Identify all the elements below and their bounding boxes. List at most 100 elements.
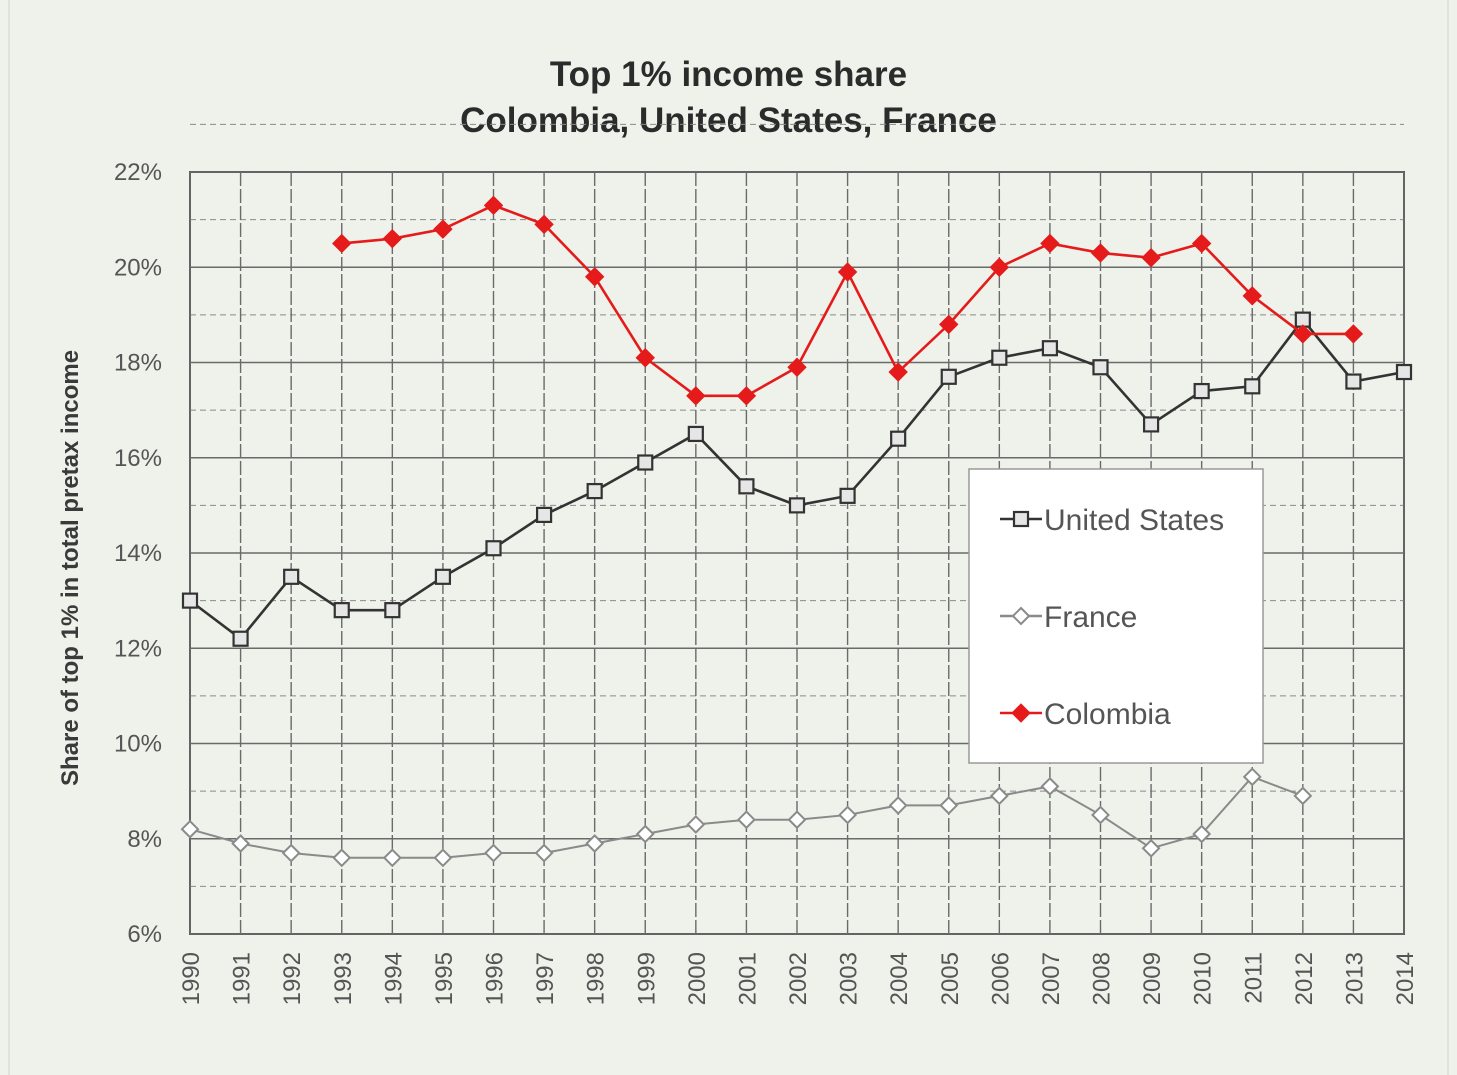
x-tick-label: 1997 <box>532 952 559 1005</box>
france-point <box>737 810 756 830</box>
legend-item-colombia: Colombia <box>1000 698 1171 731</box>
france-point <box>332 848 352 868</box>
france-point <box>838 805 857 825</box>
united-states-point <box>485 540 502 557</box>
france-point <box>686 815 706 834</box>
colombia-point <box>382 228 403 249</box>
x-tick-label: 2008 <box>1089 952 1116 1005</box>
france-point <box>1091 805 1110 825</box>
france-point <box>1242 767 1262 787</box>
united-states-point <box>1395 363 1413 381</box>
legend-marker <box>1011 606 1031 626</box>
france-point <box>585 834 605 853</box>
legend-label: United States <box>1044 504 1224 537</box>
x-tick-label: 1995 <box>431 952 458 1005</box>
france-point <box>534 843 554 863</box>
united-states-point <box>991 349 1008 366</box>
colombia-point <box>1242 286 1262 306</box>
united-states-point <box>1193 382 1210 400</box>
france-point <box>989 786 1009 806</box>
colombia-point <box>1191 233 1212 254</box>
united-states-point <box>1244 378 1261 395</box>
colombia-point <box>534 214 554 235</box>
x-tick-label: 2004 <box>886 952 913 1005</box>
united-states-point <box>788 497 806 514</box>
x-tick-label: 2003 <box>836 952 863 1005</box>
x-tick-label: 1992 <box>279 952 306 1005</box>
united-states-point <box>434 568 452 585</box>
colombia-point <box>787 357 807 377</box>
united-states-point <box>283 568 300 585</box>
united-states-point <box>1041 340 1059 357</box>
united-states-point <box>384 602 401 619</box>
x-tick-label: 1994 <box>380 952 407 1005</box>
colombia-point <box>837 262 858 282</box>
x-tick-label: 1998 <box>583 952 610 1005</box>
x-tick-label: 2000 <box>684 952 711 1005</box>
legend-marker <box>1011 703 1031 723</box>
y-axis-ticks: 6% 8% 10% 12% 14% 16% 18% 20% 22% <box>114 159 162 948</box>
x-tick-label: 2011 <box>1240 952 1267 1004</box>
united-states-point <box>738 478 755 495</box>
chart-title-block: Top 1% income share Colombia, United Sta… <box>0 52 1457 144</box>
x-tick-label: 1991 <box>229 952 256 1005</box>
x-tick-label: 2013 <box>1341 952 1368 1005</box>
france-point <box>180 819 200 839</box>
y-tick-label: 12% <box>114 635 162 662</box>
y-tick-label: 6% <box>127 921 162 948</box>
chart-frame <box>8 0 1449 1075</box>
colombia-point <box>584 267 605 287</box>
chart-subtitle: Colombia, United States, France <box>460 101 997 140</box>
france-point <box>635 824 655 844</box>
colombia-point <box>1141 248 1161 268</box>
united-states-point <box>1092 359 1109 376</box>
france-point <box>433 848 453 868</box>
france-point <box>1192 824 1212 844</box>
y-tick-label: 20% <box>114 254 162 281</box>
colombia-point <box>1343 324 1364 344</box>
france-point <box>281 843 301 863</box>
colombia-point <box>1040 233 1060 254</box>
x-tick-label: 2010 <box>1190 952 1217 1005</box>
france-point <box>1141 838 1161 858</box>
france-point <box>888 795 908 815</box>
legend: United States France Colombia <box>968 468 1264 764</box>
colombia-point <box>635 348 655 368</box>
colombia-point <box>939 314 959 335</box>
france-point <box>484 843 503 863</box>
chart-title: Top 1% income share <box>549 55 908 94</box>
y-tick-label: 14% <box>114 540 162 567</box>
france-point <box>382 848 402 868</box>
colombia-point <box>332 233 352 254</box>
united-states-point <box>535 506 553 523</box>
france-point <box>1293 786 1313 806</box>
united-states-point <box>1142 416 1160 433</box>
series-united-states <box>181 311 1413 647</box>
united-states-point <box>637 454 654 471</box>
x-axis-ticks: 1990 1991 1992 1993 1994 1995 1996 1997 1998 1999… <box>178 952 1419 1005</box>
x-tick-label: 2007 <box>1038 952 1065 1005</box>
x-tick-label: 1993 <box>330 952 357 1005</box>
united-states-point <box>687 425 704 443</box>
x-tick-label: 2002 <box>785 952 812 1005</box>
x-tick-label: 2009 <box>1139 952 1166 1005</box>
y-tick-label: 18% <box>114 350 162 377</box>
legend-label: Colombia <box>1044 698 1171 731</box>
colombia-point <box>1293 324 1313 344</box>
x-tick-label: 2001 <box>734 952 761 1005</box>
united-states-point <box>1345 373 1362 390</box>
united-states-point <box>940 368 957 385</box>
legend-item-france: France <box>1000 601 1137 634</box>
y-tick-label: 22% <box>114 159 162 186</box>
colombia-point <box>989 257 1010 277</box>
y-tick-label: 10% <box>114 731 162 758</box>
y-tick-label: 8% <box>127 826 162 853</box>
colombia-point <box>686 386 706 406</box>
france-point <box>939 795 959 815</box>
series-france <box>180 767 1313 868</box>
colombia-point <box>736 386 757 406</box>
legend-marker <box>1012 510 1030 528</box>
x-tick-label: 2014 <box>1392 952 1419 1005</box>
y-axis-label: Share of top 1% in total pretax income <box>57 350 84 786</box>
